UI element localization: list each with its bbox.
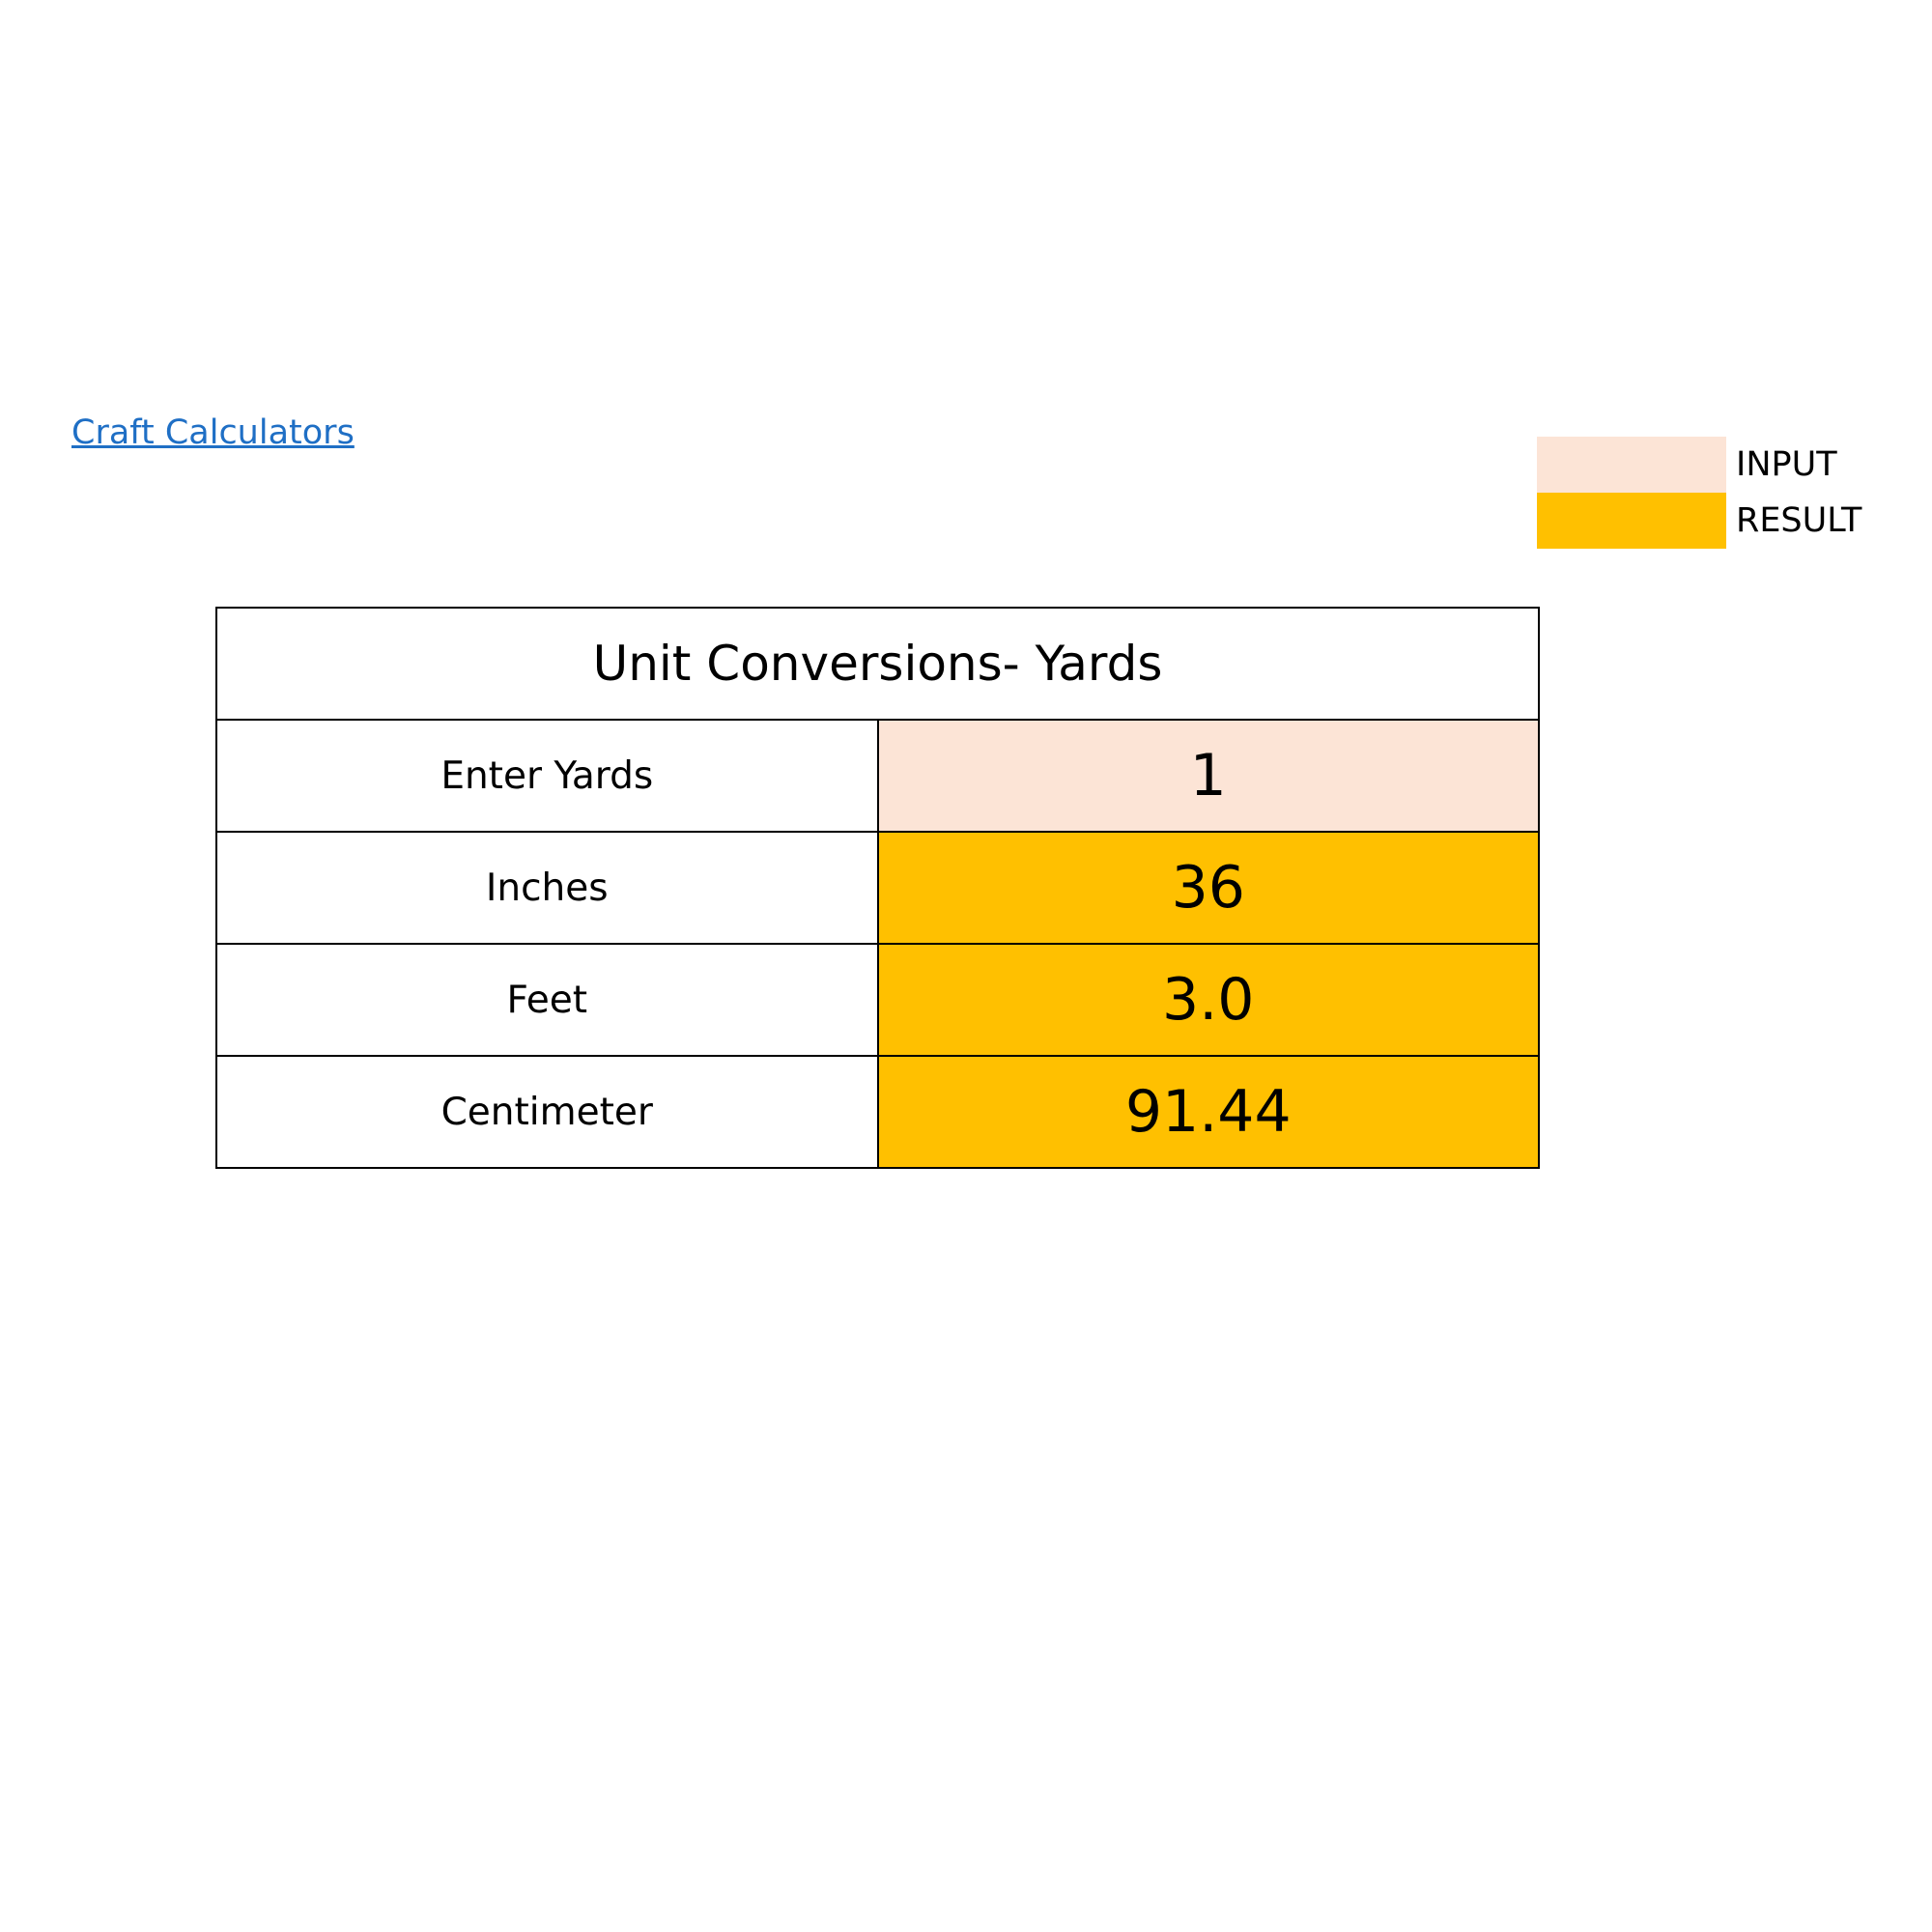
row-label: Inches [215, 831, 879, 945]
row: Feet 3.0 [215, 943, 1540, 1057]
legend-input-label: INPUT [1736, 445, 1837, 484]
input-cell[interactable]: 1 [876, 719, 1540, 833]
row-label: Enter Yards [215, 719, 879, 833]
legend-result-swatch [1537, 493, 1726, 549]
row: Enter Yards 1 [215, 719, 1540, 833]
row: Centimeter 91.44 [215, 1055, 1540, 1169]
craft-calculators-link[interactable]: Craft Calculators [71, 413, 355, 452]
result-cell: 36 [876, 831, 1540, 945]
legend-result-label: RESULT [1736, 501, 1862, 540]
conversion-table: Unit Conversions- Yards Enter Yards 1 In… [215, 607, 1540, 1169]
row-label: Centimeter [215, 1055, 879, 1169]
row-label: Feet [215, 943, 879, 1057]
legend-input-swatch [1537, 437, 1726, 493]
row: Inches 36 [215, 831, 1540, 945]
result-cell: 91.44 [876, 1055, 1540, 1169]
result-cell: 3.0 [876, 943, 1540, 1057]
title-row: Unit Conversions- Yards [215, 607, 1540, 721]
table-title: Unit Conversions- Yards [215, 607, 1540, 721]
